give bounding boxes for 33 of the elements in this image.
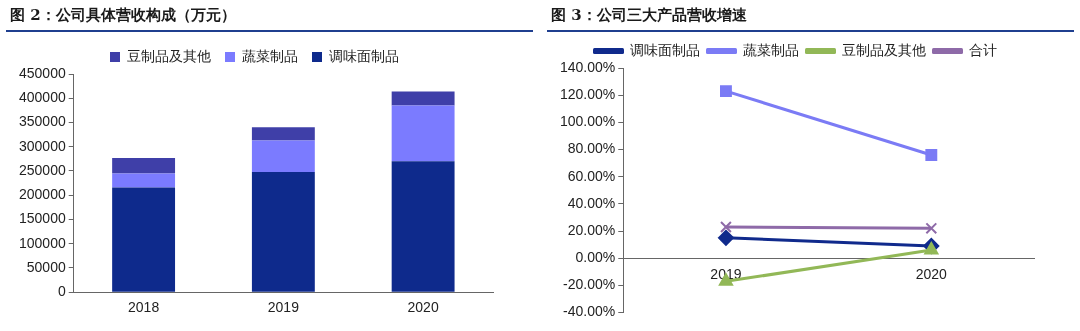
- y-tick-label: 300000: [19, 137, 66, 154]
- y-tick-label: 60.00%: [567, 167, 616, 184]
- legend-label: 调味面制品: [629, 41, 700, 58]
- y-tick-label: 450000: [19, 64, 66, 81]
- y-tick-label: 50000: [26, 258, 66, 275]
- y-tick-label: 140.00%: [559, 58, 616, 75]
- x-tick-label: 2020: [915, 265, 948, 282]
- y-tick-label: 0: [57, 283, 66, 300]
- y-tick-label: 400000: [19, 89, 66, 106]
- legend-label: 调味面制品: [329, 47, 399, 64]
- legend-label: 蔬菜制品: [242, 47, 298, 64]
- y-tick-label: 350000: [19, 113, 66, 130]
- y-tick-label: 150000: [19, 210, 66, 227]
- y-tick-label: 0.00%: [575, 249, 616, 266]
- x-tick-label: 2019: [267, 299, 300, 316]
- legend-label: 合计: [968, 41, 997, 58]
- y-tick-label: 120.00%: [559, 86, 616, 103]
- y-tick-label: -40.00%: [563, 303, 616, 320]
- y-tick-label: 80.00%: [567, 140, 616, 157]
- x-tick-label: 2020: [407, 299, 439, 316]
- y-tick-label: 40.00%: [567, 194, 616, 211]
- legend-label: 豆制品及其他: [841, 41, 926, 58]
- legend-label: 蔬菜制品: [742, 41, 799, 58]
- x-tick-label: 2018: [128, 299, 160, 316]
- y-tick-label: 250000: [19, 161, 66, 178]
- chart-title: 图 3：公司三大产品营收增速: [547, 4, 1074, 32]
- y-tick-label: 100000: [19, 234, 66, 251]
- y-tick-label: 200000: [19, 186, 66, 203]
- y-tick-label: 100.00%: [559, 113, 616, 130]
- y-tick-label: 20.00%: [567, 221, 616, 238]
- legend-label: 豆制品及其他: [127, 47, 211, 64]
- chart-title: 图 2：公司具体营收构成（万元）: [6, 4, 533, 32]
- y-tick-label: -20.00%: [563, 276, 616, 293]
